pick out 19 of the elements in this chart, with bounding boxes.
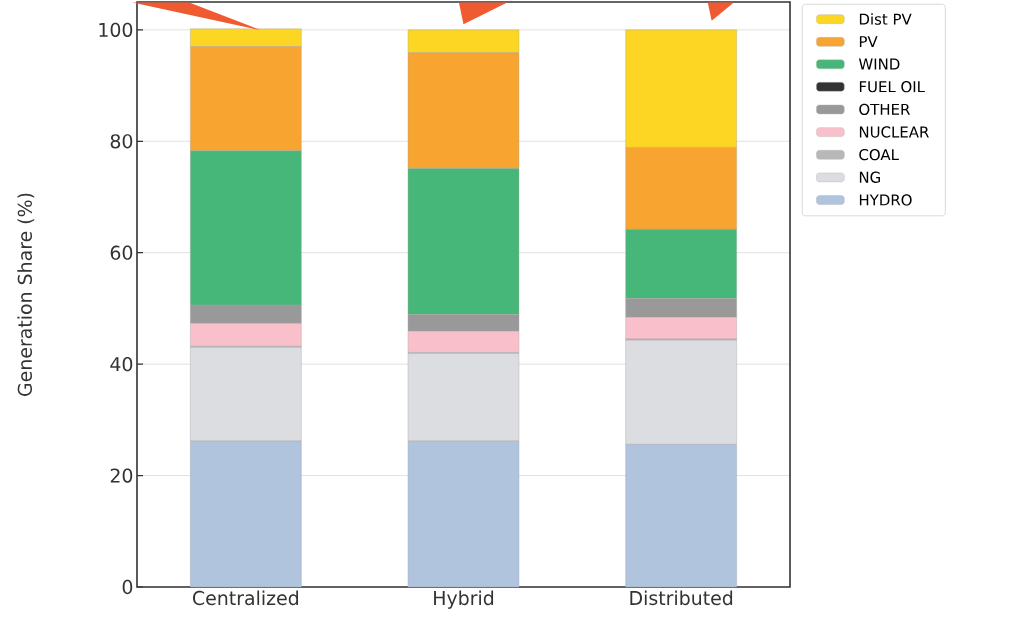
y-tick-label: 60 [110,245,133,260]
legend-label: WIND [858,58,900,70]
y-tick-label: 80 [110,134,133,149]
y-tick-label: 100 [99,22,133,38]
y-axis-title: Generation Share (%) [17,193,35,396]
legend-label: PV [859,36,878,48]
legend-label: HYDRO [859,194,912,206]
x-tick-label: Hybrid [434,590,494,609]
x-tick-label: Centralized [193,590,298,606]
legend-label: NG [859,171,880,183]
legend-label: OTHER [859,103,910,115]
y-tick-label: 40 [110,356,133,372]
legend-label: NUCLEAR [859,126,929,138]
legend-label: FUEL OIL [859,81,925,93]
y-tick-label: 0 [122,579,133,595]
x-tick-label: Distributed [630,590,733,606]
y-tick-label: 20 [110,468,133,483]
legend-label: Dist PV [859,13,912,25]
legend-label: COAL [859,148,899,161]
